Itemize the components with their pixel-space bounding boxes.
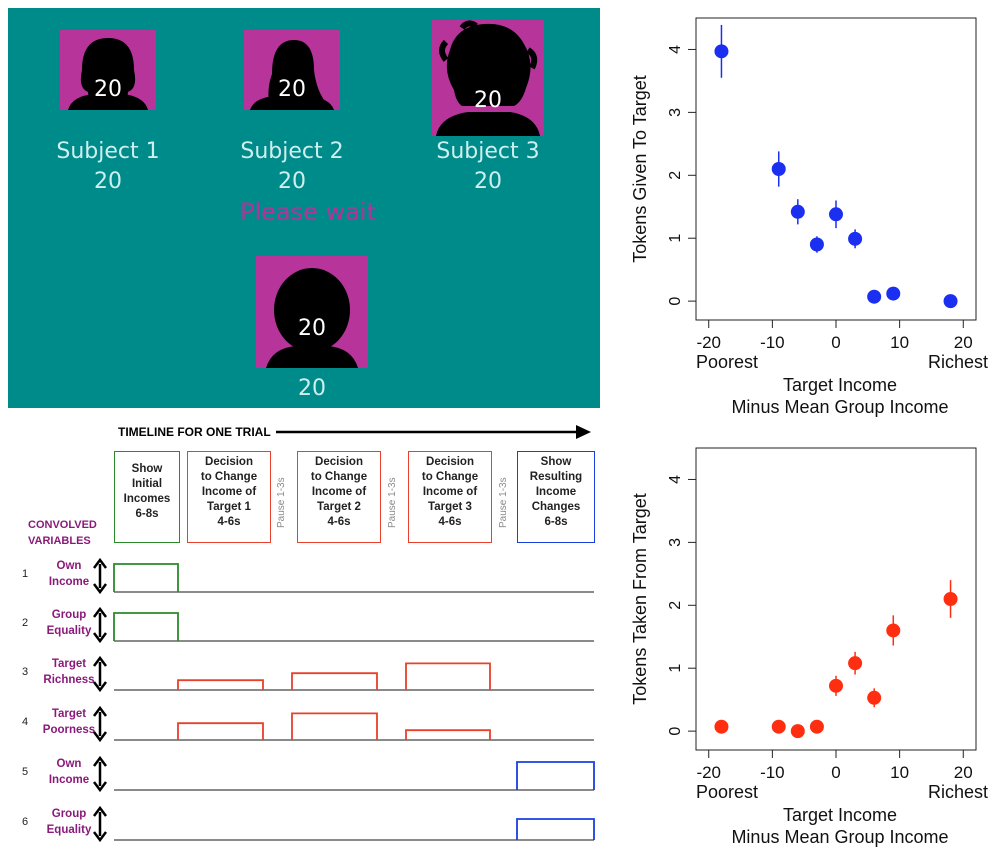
trace-pulse [178, 723, 263, 740]
trace-pulse [406, 730, 490, 740]
x-end-label-right: Richest [928, 782, 988, 802]
x-axis-label-line2: Minus Mean Group Income [731, 827, 948, 847]
x-axis-label: Target Income [783, 375, 897, 395]
plot-frame [696, 18, 976, 320]
y-axis-label: Tokens Taken From Target [630, 493, 650, 704]
x-end-label-right: Richest [928, 352, 988, 372]
double-arrow-icon [94, 758, 106, 790]
x-tick-label: 0 [831, 333, 840, 352]
data-point [791, 205, 805, 219]
data-point [772, 720, 786, 734]
x-tick-label: -20 [696, 763, 721, 782]
x-tick-label: -10 [760, 763, 785, 782]
trace-pulse [114, 564, 178, 592]
trace-pulse [178, 680, 263, 690]
x-tick-label: -20 [696, 333, 721, 352]
y-axis-label: Tokens Given To Target [630, 75, 650, 262]
regressor-traces [0, 0, 600, 859]
y-tick-label: 0 [667, 297, 684, 306]
y-tick-label: 4 [667, 475, 684, 484]
trace-pulse [517, 762, 594, 790]
double-arrow-icon [94, 560, 106, 592]
x-tick-label: 20 [954, 763, 973, 782]
data-point [714, 44, 728, 58]
x-tick-label: 0 [831, 763, 840, 782]
y-tick-label: 2 [667, 171, 684, 180]
x-tick-label: -10 [760, 333, 785, 352]
data-point [810, 238, 824, 252]
trace-pulse [517, 819, 594, 840]
data-point [810, 720, 824, 734]
trace-pulse [114, 613, 178, 641]
y-tick-label: 3 [667, 108, 684, 117]
x-end-label-left: Poorest [696, 352, 758, 372]
data-point [829, 207, 843, 221]
data-point [944, 294, 958, 308]
y-tick-label: 0 [667, 727, 684, 736]
x-tick-label: 10 [890, 333, 909, 352]
data-point [886, 287, 900, 301]
trace-pulse [292, 713, 377, 740]
tokens-given-chart: 0 1 2 3 4 -20 -10 0 10 20 Poorest Richest Target Inc… [608, 0, 992, 430]
double-arrow-icon [94, 708, 106, 740]
double-arrow-icon [94, 658, 106, 690]
y-tick-label: 3 [667, 538, 684, 547]
data-point [944, 592, 958, 606]
double-arrow-icon [94, 609, 106, 641]
y-tick-label: 4 [667, 45, 684, 54]
double-arrow-icon [94, 808, 106, 840]
data-point [886, 623, 900, 637]
data-point [867, 691, 881, 705]
data-point [791, 724, 805, 738]
data-point [867, 290, 881, 304]
data-point [829, 679, 843, 693]
x-tick-label: 10 [890, 763, 909, 782]
trace-pulse [292, 673, 377, 690]
x-tick-label: 20 [954, 333, 973, 352]
x-axis-label: Target Income [783, 805, 897, 825]
plot-frame [696, 448, 976, 750]
y-tick-label: 1 [667, 234, 684, 243]
x-end-label-left: Poorest [696, 782, 758, 802]
tokens-taken-chart: 0 1 2 3 4 -20 -10 0 10 20 Poorest Richest Target Inc… [608, 430, 992, 859]
trace-pulse [406, 663, 490, 690]
data-point [848, 232, 862, 246]
data-point [772, 162, 786, 176]
y-tick-label: 2 [667, 601, 684, 610]
y-tick-label: 1 [667, 664, 684, 673]
data-point [714, 720, 728, 734]
data-point [848, 656, 862, 670]
x-axis-label-line2: Minus Mean Group Income [731, 397, 948, 417]
